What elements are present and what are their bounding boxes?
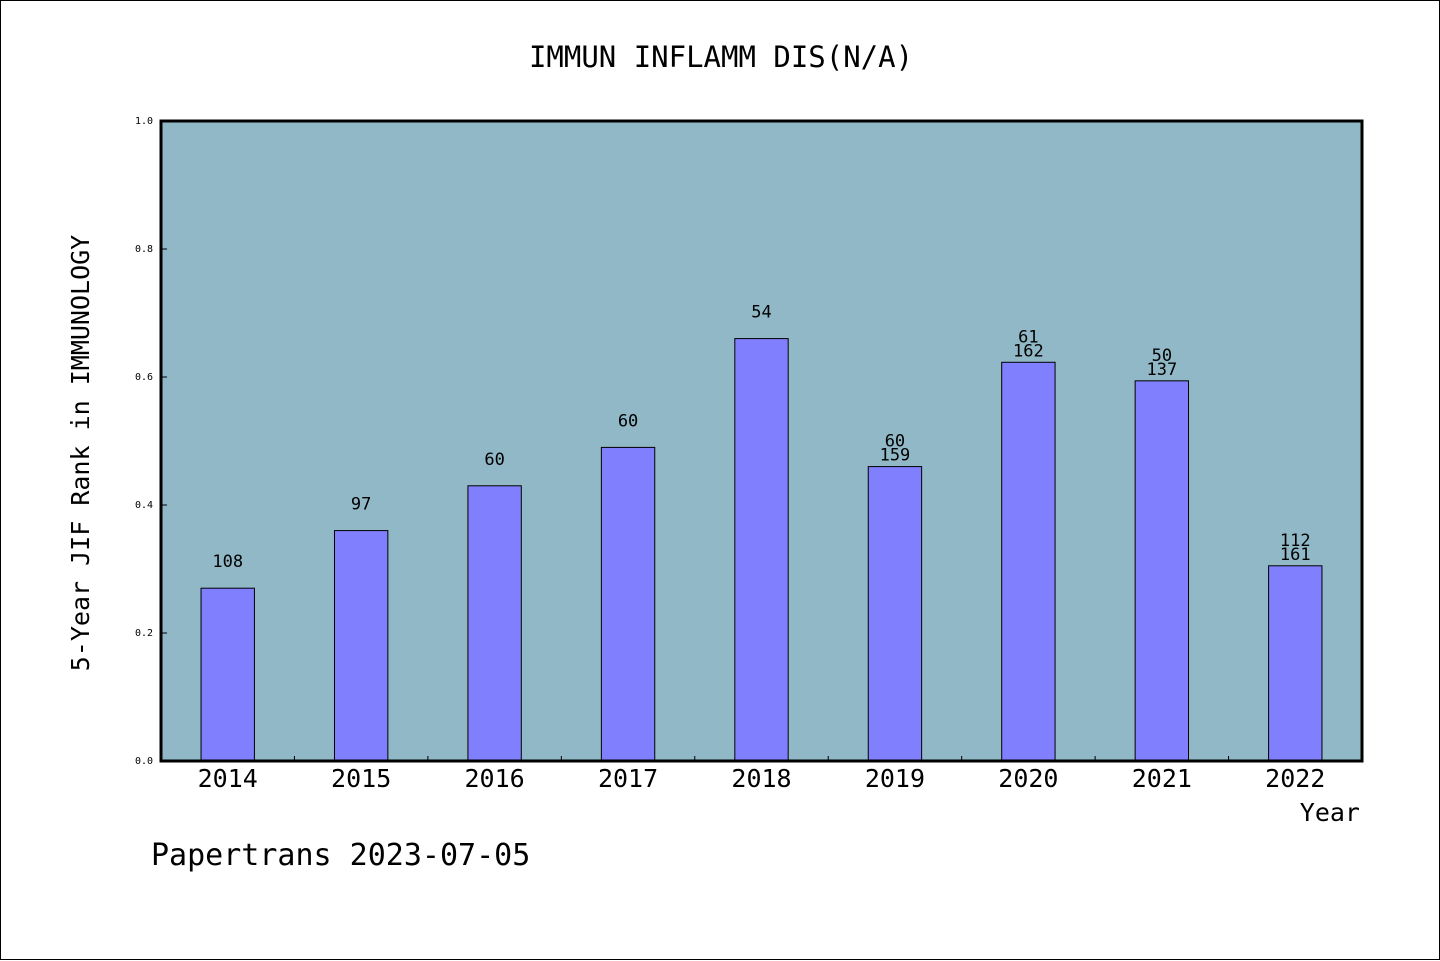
x-axis-ticks: 2014 2015 2016 2017 2018 2019 2020 2021 2022 bbox=[198, 756, 1325, 793]
y-tick-label-5: 1.0 bbox=[135, 116, 153, 127]
x-axis-title: Year bbox=[1300, 798, 1360, 827]
bar-2018 bbox=[734, 338, 789, 762]
x-tick-label-2019: 2019 bbox=[865, 764, 925, 793]
chart-title: IMMUN INFLAMM DIS(N/A) bbox=[529, 40, 913, 74]
bar-2016 bbox=[467, 485, 522, 762]
footer-watermark: Papertrans 2023-07-05 bbox=[151, 838, 530, 873]
y-tick-label-2: 0.4 bbox=[135, 500, 153, 511]
x-tick-label-2017: 2017 bbox=[598, 764, 658, 793]
y-tick-label-4: 0.8 bbox=[135, 244, 153, 255]
x-tick-label-2015: 2015 bbox=[331, 764, 391, 793]
bars-group bbox=[200, 338, 1323, 762]
x-tick-label-2018: 2018 bbox=[731, 764, 791, 793]
x-tick-label-2021: 2021 bbox=[1132, 764, 1192, 793]
data-label-2017-1: 60 bbox=[618, 411, 638, 431]
y-tick-label-1: 0.2 bbox=[135, 628, 153, 639]
data-label-2022-2: 161 bbox=[1280, 545, 1311, 565]
data-label-2020-1: 61 bbox=[1018, 327, 1038, 347]
data-label-2020-2: 162 bbox=[1013, 341, 1044, 361]
data-label-2016-1: 60 bbox=[484, 450, 504, 470]
bar-2015 bbox=[333, 530, 389, 762]
bar-2017 bbox=[600, 446, 656, 762]
y-tick-label-0: 0.0 bbox=[135, 756, 153, 767]
y-axis-ticks: 0.0 0.2 0.4 0.6 0.8 1.0 bbox=[135, 116, 167, 767]
data-label-2015-1: 97 bbox=[351, 495, 371, 515]
y-tick-label-3: 0.6 bbox=[135, 372, 153, 383]
bar-2021 bbox=[1134, 380, 1190, 762]
data-label-2019-2: 159 bbox=[880, 446, 911, 466]
x-tick-label-2016: 2016 bbox=[465, 764, 525, 793]
bar-2019 bbox=[867, 466, 923, 762]
bar-2022 bbox=[1268, 565, 1323, 762]
plot-border bbox=[159, 119, 1364, 763]
bar-2014 bbox=[200, 587, 255, 762]
data-label-2021-2: 137 bbox=[1146, 360, 1177, 380]
data-label-2021-1: 50 bbox=[1152, 346, 1172, 366]
x-tick-label-2014: 2014 bbox=[198, 764, 258, 793]
x-tick-label-2020: 2020 bbox=[998, 764, 1058, 793]
x-tick-label-2022: 2022 bbox=[1265, 764, 1325, 793]
data-label-2019-1: 60 bbox=[885, 432, 905, 452]
data-label-2014-1: 108 bbox=[212, 552, 243, 572]
data-label-2018-1: 54 bbox=[751, 303, 771, 323]
data-label-2022-1: 112 bbox=[1280, 531, 1311, 551]
bar-2020 bbox=[1001, 361, 1056, 762]
y-axis-title: 5-Year JIF Rank in IMMUNOLOGY bbox=[66, 235, 95, 672]
